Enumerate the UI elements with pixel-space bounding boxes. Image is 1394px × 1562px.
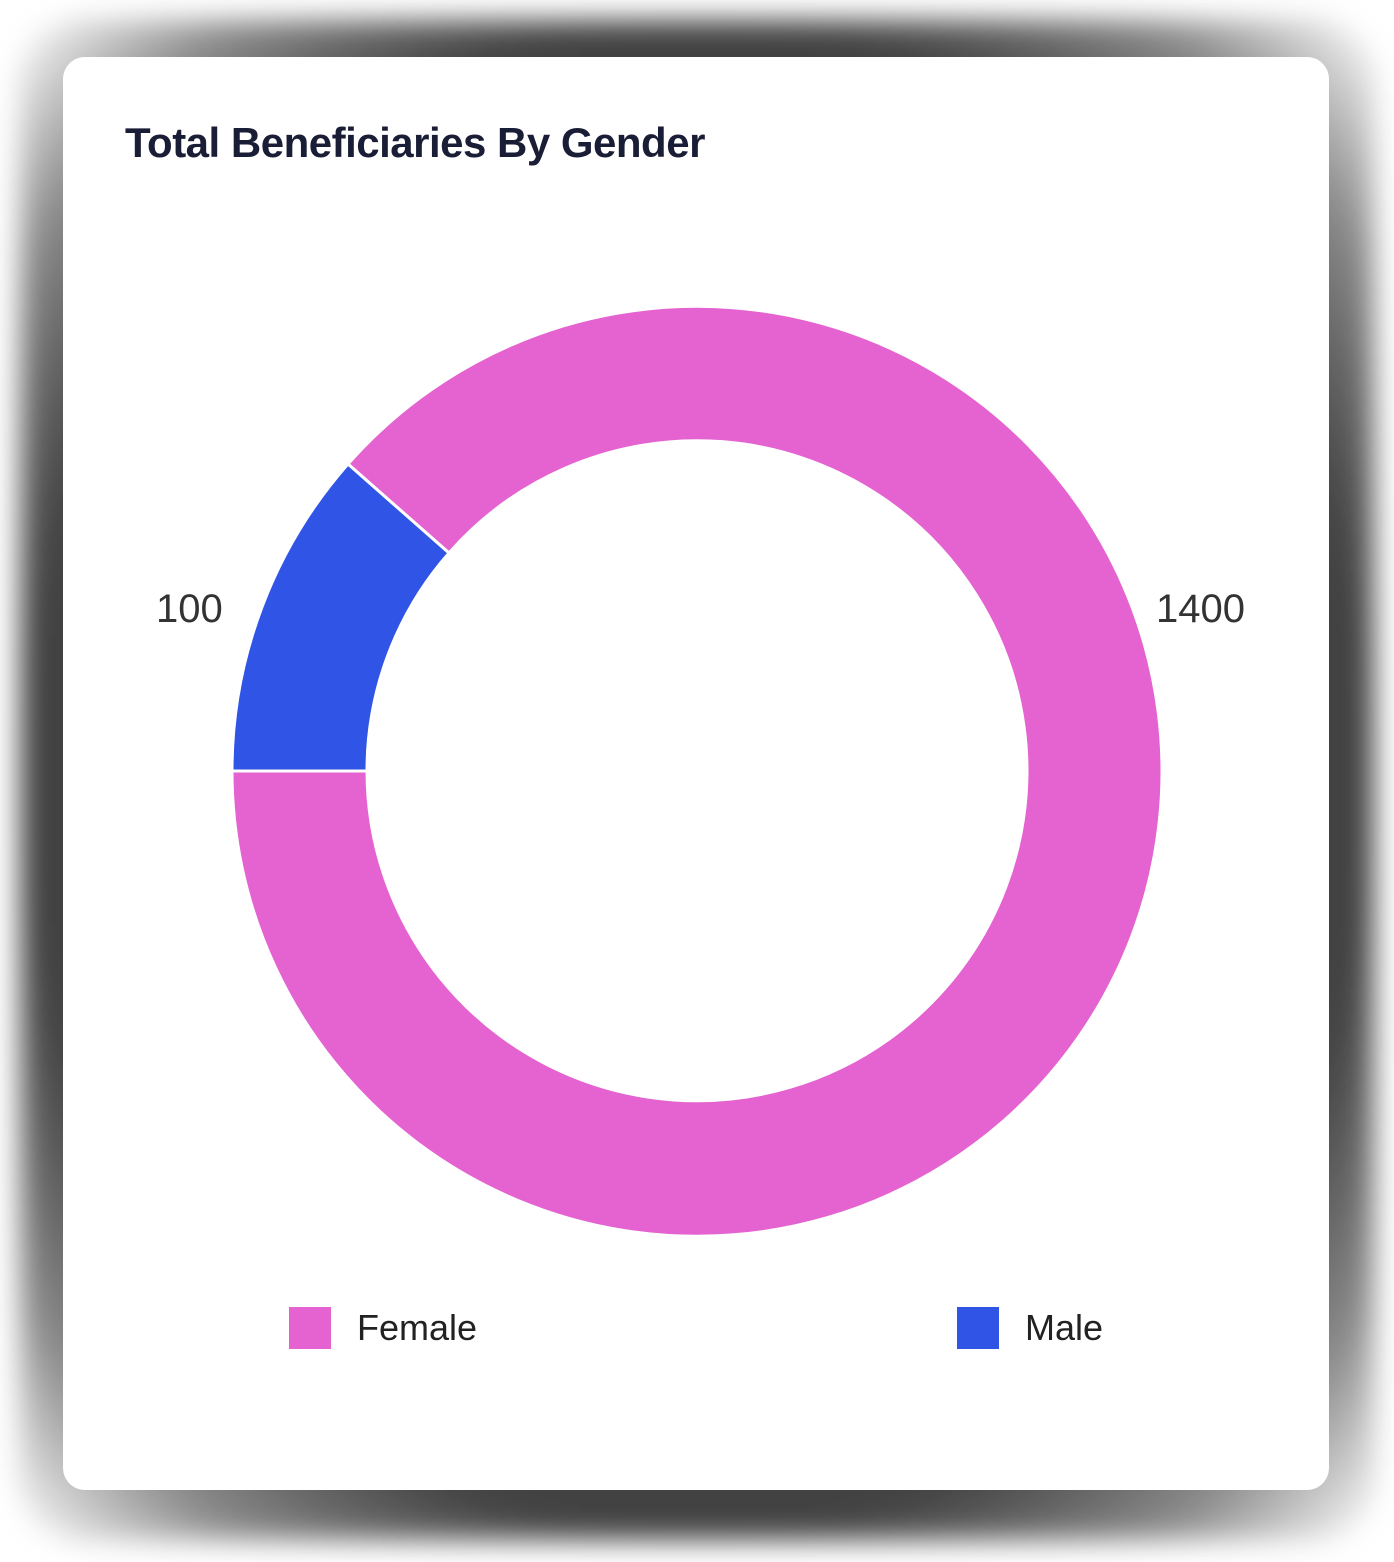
legend-item-male[interactable]: Male [957, 1307, 1103, 1349]
legend-label-female: Female [357, 1307, 478, 1348]
chart-title: Total Beneficiaries By Gender [125, 119, 705, 166]
legend-label-male: Male [1025, 1307, 1104, 1348]
chart-card: Total Beneficiaries By Gender 100 1400 F… [63, 57, 1329, 1490]
female-swatch-icon [289, 1307, 331, 1349]
donut-segment-male[interactable] [230, 461, 452, 773]
legend-item-female[interactable]: Female [289, 1307, 477, 1349]
donut-chart [230, 304, 1164, 1238]
donut-segment-female[interactable] [230, 304, 1164, 1238]
male-value-label: 100 [156, 587, 223, 631]
male-swatch-icon [957, 1307, 999, 1349]
female-value-label: 1400 [1156, 587, 1245, 631]
